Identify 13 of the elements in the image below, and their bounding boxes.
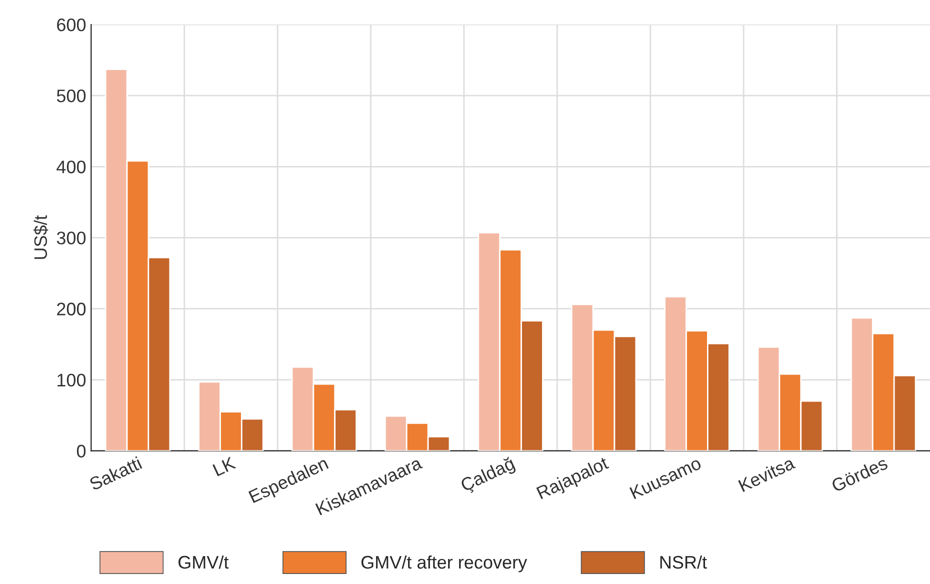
y-tick-label: 600 — [57, 18, 86, 32]
y-tick-label: 300 — [56, 232, 86, 244]
legend-label: GMV/t — [178, 555, 229, 569]
y-tick-label: 400 — [56, 160, 86, 174]
y-tick-label: 100 — [58, 374, 86, 387]
y-tick-label: 500 — [56, 90, 86, 102]
x-tick-label: LK — [212, 456, 236, 476]
y-tick-label: 0 — [76, 444, 86, 458]
y-axis-title: US$/t — [33, 215, 48, 259]
legend-label: NSR/t — [660, 555, 707, 569]
y-tick-label: 200 — [57, 302, 86, 316]
legend-label: GMV/t after recovery — [361, 555, 528, 572]
x-tick-label: Gördes — [830, 456, 888, 492]
